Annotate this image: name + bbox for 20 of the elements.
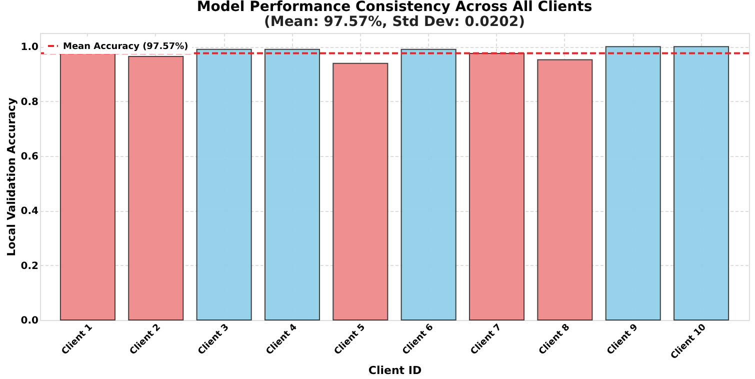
y-tick-label: 0.8: [20, 96, 39, 108]
bar: [400, 48, 456, 320]
y-tick-label: 0.2: [20, 260, 39, 272]
y-axis-title: Local Validation Accuracy: [4, 98, 18, 256]
y-tick-label: 1.0: [20, 42, 39, 54]
bar: [674, 46, 730, 320]
bar: [605, 46, 661, 320]
bar: [332, 62, 388, 320]
bar: [264, 48, 320, 320]
bar: [468, 53, 525, 320]
y-tick-label: 0.6: [20, 152, 39, 162]
chart-subtitle: (Mean: 97.57%, Std Dev: 0.0202): [264, 14, 526, 30]
ref-line-label: Mean Accuracy (97.57%): [63, 42, 188, 52]
x-axis-title: Client ID: [368, 364, 422, 377]
chart-title: Model Performance Consistency Across All Clients: [196, 0, 592, 15]
bar: [537, 59, 593, 320]
y-tick-label: 0.0: [20, 316, 39, 326]
bar: [196, 48, 252, 320]
bar: [128, 56, 184, 320]
y-tick-label: 0.4: [20, 206, 39, 218]
